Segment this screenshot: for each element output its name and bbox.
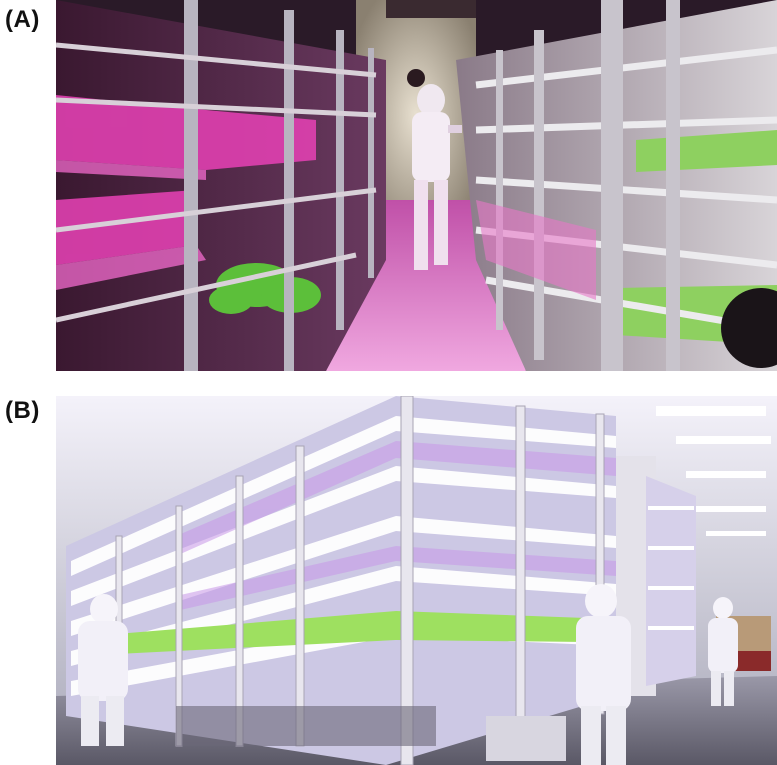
worker-figure — [412, 84, 462, 270]
worker-right — [708, 597, 738, 706]
worker-left — [78, 594, 128, 746]
photo-white-led-racks — [56, 396, 777, 765]
panel-label-a: (A) — [5, 6, 40, 33]
photo-magenta-led-aisle — [56, 0, 777, 371]
worker-center — [576, 584, 631, 765]
panel-label-b: (B) — [5, 397, 40, 424]
